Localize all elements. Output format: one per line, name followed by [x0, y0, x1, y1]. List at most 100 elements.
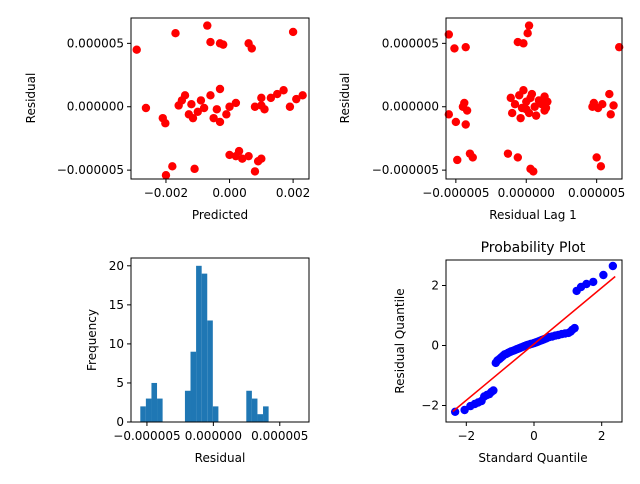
scatter-point [190, 164, 199, 174]
x-tick-label: −0.000005 [113, 429, 180, 443]
scatter-point [444, 30, 454, 39]
x-tick-label: −2 [457, 429, 475, 443]
scatter-point [461, 120, 470, 129]
scatter-point [244, 151, 253, 161]
scatter-point [614, 42, 624, 52]
scatter-point [180, 91, 190, 100]
scatter-point [285, 102, 295, 111]
scatter-point [132, 45, 141, 54]
scatter-point [161, 119, 170, 128]
y-tick-label: −0.000005 [57, 163, 124, 177]
scatter-point [168, 162, 177, 171]
x-tick-label: 0.000005 [251, 429, 308, 443]
scatter-point [503, 149, 513, 158]
x-tick-label: 2 [598, 429, 606, 443]
y-tick-label: 0.000005 [67, 36, 124, 50]
scatter-point [450, 44, 459, 53]
scatter-point [524, 108, 534, 118]
scatter-point [298, 91, 307, 100]
scatter-point [531, 111, 541, 120]
scatter-point [238, 154, 247, 163]
scatter-point [460, 98, 469, 108]
panel-histogram: −0.000005 0.000000 0.000005 0 5 10 15 20 Residu… [85, 257, 310, 465]
histogram-bar [151, 382, 158, 422]
x-axis-label: Residual Lag 1 [489, 208, 577, 222]
scatter-point [203, 21, 212, 30]
scatter-point [609, 101, 618, 110]
scatter-point [231, 98, 241, 108]
scatter-point [234, 146, 244, 156]
scatter-point [250, 167, 260, 176]
scatter-point [199, 103, 209, 113]
scatter-point [451, 117, 461, 127]
y-tick-label: −2 [421, 399, 439, 413]
scatter-point [513, 153, 523, 162]
x-tick-label: 0.002 [276, 186, 310, 200]
scatter-point [215, 117, 225, 127]
histogram-bar [207, 320, 213, 422]
probability-points [450, 261, 618, 416]
scatter-point [453, 155, 462, 165]
x-axis-label: Residual [195, 451, 246, 465]
quantile-point [489, 386, 498, 395]
quantile-point [599, 270, 608, 280]
scatter-point [529, 167, 538, 176]
y-tick-label: 0 [431, 339, 439, 353]
histogram-bar [257, 414, 264, 422]
panel-residual-vs-predicted: −0.002 0.000 0.002 −0.000005 0.000000 0.00000… [24, 17, 310, 222]
scatter-point [171, 29, 180, 38]
scatter-point [541, 103, 551, 113]
x-axis-label: Predicted [192, 208, 248, 222]
scatter-point [510, 100, 520, 109]
histogram-bar [145, 398, 152, 422]
histogram-bar [263, 406, 269, 422]
scatter-point [507, 108, 517, 118]
histogram-bar [184, 390, 191, 422]
histogram-bar [251, 398, 258, 422]
panel-residual-lag: −0.000005 0.000000 0.000005 −0.000005 0.0000… [338, 17, 625, 222]
y-axis-label: Residual Quantile [393, 288, 407, 393]
panel-probability-plot: Probability Plot −2 0 2 −2 0 2 Standard Quant… [393, 240, 623, 465]
y-tick-label: 5 [116, 376, 124, 390]
scatter-point [250, 102, 260, 111]
scatter-point [257, 154, 266, 163]
scatter-point [266, 93, 276, 103]
y-tick-label: 0.000005 [382, 36, 439, 50]
scatter-point [141, 103, 151, 113]
scatter-point [279, 86, 288, 95]
axes-frame [130, 17, 310, 180]
histogram-bar [190, 351, 197, 422]
x-tick-label: 0.000 [212, 186, 246, 200]
x-tick-label: 0.000000 [185, 429, 242, 443]
fit-line [452, 275, 616, 413]
scatter-point [462, 106, 472, 115]
axes-frame [445, 17, 623, 180]
y-tick-label: 0.000000 [382, 100, 439, 114]
scatter-point [188, 113, 198, 123]
x-tick-label: −0.000005 [422, 186, 489, 200]
x-tick-label: 0.000000 [498, 186, 555, 200]
y-tick-label: −0.000005 [372, 163, 439, 177]
x-tick-label: 0 [530, 429, 538, 443]
scatter-point [519, 86, 528, 95]
y-tick-label: 20 [109, 259, 124, 273]
ticks: −0.000005 0.000000 0.000005 0 5 10 15 20 [109, 259, 309, 443]
y-tick-label: 0 [116, 415, 124, 429]
quantile-point [570, 323, 579, 333]
scatter-point [292, 94, 301, 104]
scatter-point [273, 89, 282, 99]
y-tick-label: 10 [109, 337, 124, 351]
x-tick-label: −0.002 [144, 186, 188, 200]
scatter-point [206, 91, 215, 100]
scatter-point [257, 93, 266, 103]
scatter-point [215, 84, 225, 94]
scatter-point [288, 27, 298, 37]
scatter-point [209, 113, 218, 123]
scatter-point [523, 29, 532, 38]
histogram-bar [140, 406, 146, 422]
y-tick-label: 0.000000 [67, 100, 124, 114]
quantile-point [582, 279, 591, 289]
histogram-bar [157, 398, 163, 422]
scatter-point [468, 153, 477, 162]
